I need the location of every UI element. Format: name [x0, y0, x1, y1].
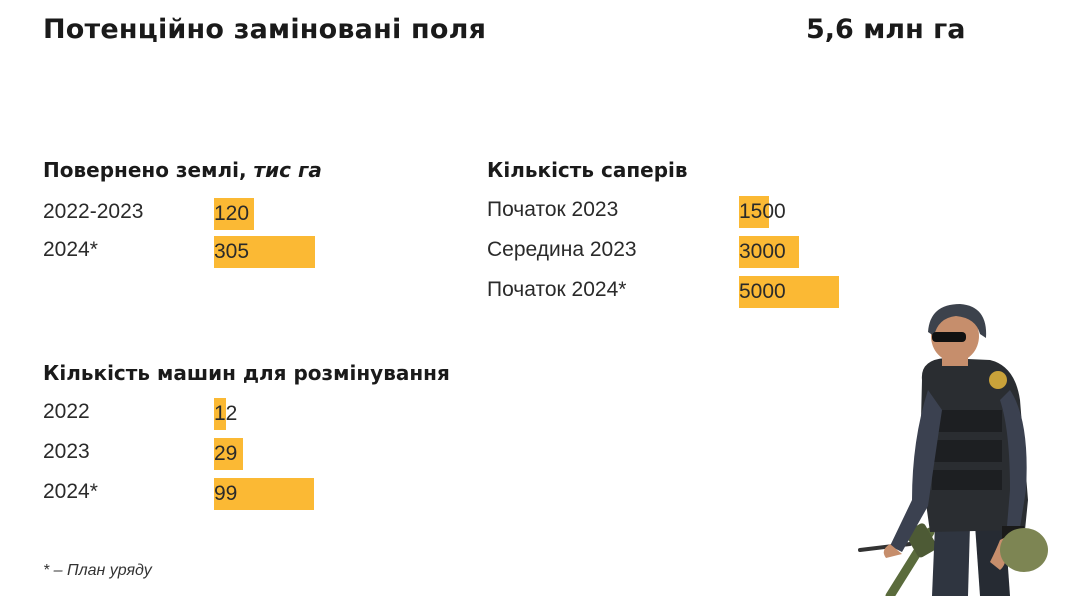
land-category-label: 2024*	[43, 238, 98, 261]
machines-bar-value: 99	[214, 482, 238, 505]
deminers-bar-value: 1500	[739, 200, 786, 223]
deminers-chart-title: Кількість саперів	[487, 158, 688, 182]
footnote: * – План уряду	[43, 562, 152, 579]
land-chart-title: Повернено землі, тис га	[43, 158, 322, 182]
deminers-category-label: Початок 2023	[487, 198, 619, 221]
machines-category-label: 2024*	[43, 480, 98, 503]
machines-bar-value: 12	[214, 402, 238, 425]
land-chart-title-unit: тис га	[253, 158, 322, 182]
deminers-bar	[739, 236, 799, 268]
deminers-bar	[739, 276, 839, 308]
land-category-label: 2022-2023	[43, 200, 144, 223]
land-bar	[214, 198, 254, 230]
deminers-category-label: Середина 2023	[487, 238, 637, 261]
land-bar	[214, 236, 315, 268]
machines-category-label: 2023	[43, 440, 90, 463]
land-chart-title-text: Повернено землі,	[43, 158, 247, 182]
deminers-bar	[739, 196, 769, 228]
deminers-bar-value: 5000	[739, 280, 786, 303]
machines-bar-value: 29	[214, 442, 238, 465]
machines-chart-title: Кількість машин для розмінування	[43, 361, 450, 385]
deminer-illustration	[858, 304, 1048, 596]
machines-bar	[214, 478, 314, 510]
land-bar-value: 120	[214, 202, 250, 225]
page-title: Потенційно заміновані поля	[43, 14, 487, 45]
land-bar-value: 305	[214, 240, 250, 263]
deminers-bar-value: 3000	[739, 240, 786, 263]
machines-bar	[214, 398, 226, 430]
machines-bar	[214, 438, 243, 470]
machines-category-label: 2022	[43, 400, 90, 423]
total-mined-area: 5,6 млн га	[806, 14, 966, 45]
deminers-category-label: Початок 2024*	[487, 278, 627, 301]
